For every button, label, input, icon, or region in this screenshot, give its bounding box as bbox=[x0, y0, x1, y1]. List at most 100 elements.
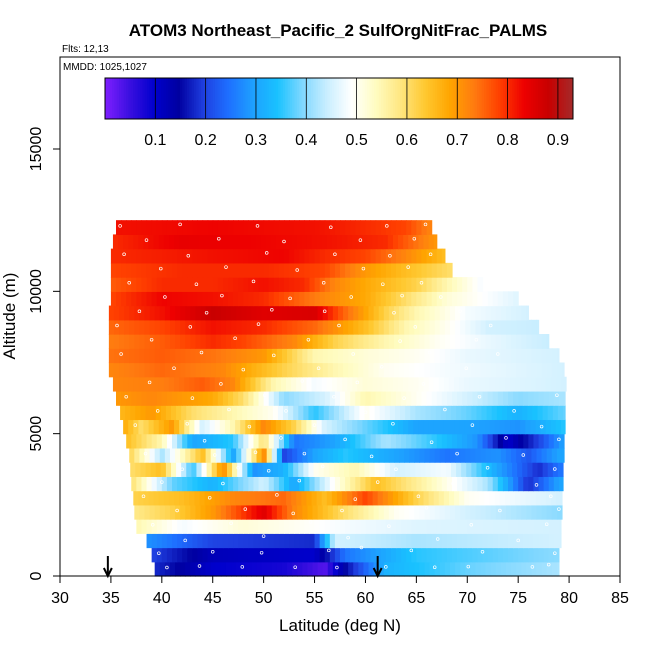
colorbar-segment bbox=[446, 78, 450, 119]
heatmap-cell-21 bbox=[228, 262, 234, 278]
heatmap-cell-21 bbox=[156, 262, 163, 278]
heatmap-cell-0 bbox=[465, 561, 471, 577]
heatmap-cell-8 bbox=[164, 447, 171, 463]
heatmap-cell-4 bbox=[195, 504, 202, 520]
heatmap-cell-22 bbox=[126, 248, 132, 264]
heatmap-cell-13 bbox=[143, 376, 150, 392]
heatmap-cell-16 bbox=[490, 334, 497, 349]
heatmap-cell-20 bbox=[177, 277, 183, 292]
heatmap-cell-11 bbox=[506, 405, 513, 421]
heatmap-cell-22 bbox=[156, 248, 163, 264]
heatmap-cell-9 bbox=[350, 433, 356, 449]
heatmap-cell-5 bbox=[336, 490, 343, 506]
colorbar-segment bbox=[163, 78, 167, 119]
heatmap-cell-9 bbox=[446, 433, 453, 449]
heatmap-cell-8 bbox=[363, 447, 370, 463]
colorbar-segment bbox=[570, 78, 574, 119]
heatmap-cell-5 bbox=[540, 490, 547, 506]
heatmap-cell-15 bbox=[414, 348, 421, 364]
x-tick-label: 35 bbox=[102, 590, 120, 607]
colorbar-segment bbox=[126, 78, 129, 119]
heatmap-cell-22 bbox=[431, 248, 438, 264]
observation-point bbox=[194, 282, 199, 286]
colorbar-segment bbox=[336, 78, 340, 119]
observation-point bbox=[557, 437, 561, 442]
heatmap-cell-24 bbox=[258, 220, 265, 235]
observation-point bbox=[432, 565, 437, 569]
colorbar-segment bbox=[540, 78, 544, 119]
colorbar-segment bbox=[320, 78, 324, 119]
heatmap-cell-7 bbox=[359, 462, 366, 477]
heatmap-cell-6 bbox=[497, 476, 504, 492]
heatmap-cell-18 bbox=[159, 305, 166, 321]
heatmap-cell-0 bbox=[210, 561, 217, 577]
heatmap-cell-10 bbox=[545, 419, 552, 435]
observation-point bbox=[534, 483, 539, 487]
heatmap-cell-9 bbox=[513, 433, 519, 449]
heatmap-cell-15 bbox=[546, 348, 553, 364]
heatmap-cell-11 bbox=[196, 405, 203, 421]
heatmap-cell-12 bbox=[345, 390, 351, 406]
heatmap-cell-20 bbox=[182, 277, 188, 292]
observation-point bbox=[504, 436, 508, 440]
heatmap-cell-9 bbox=[462, 433, 468, 449]
heatmap-cell-9 bbox=[508, 433, 514, 449]
heatmap-cell-5 bbox=[163, 490, 170, 506]
heatmap-cell-6 bbox=[543, 476, 550, 492]
observation-point bbox=[496, 352, 500, 356]
heatmap-cell-19 bbox=[467, 291, 473, 307]
heatmap-cell-7 bbox=[293, 462, 299, 477]
heatmap-cell-1 bbox=[426, 547, 433, 563]
heatmap-cell-16 bbox=[322, 334, 329, 349]
heatmap-cell-2 bbox=[553, 533, 560, 549]
heatmap-cell-14 bbox=[414, 362, 421, 378]
colorbar-segment bbox=[236, 78, 239, 119]
heatmap-cell-22 bbox=[411, 248, 417, 264]
heatmap-cell-22 bbox=[212, 248, 219, 264]
heatmap-cell-18 bbox=[312, 305, 319, 321]
heatmap-cell-17 bbox=[195, 319, 202, 335]
heatmap-cell-12 bbox=[177, 390, 183, 406]
colorbar-segment bbox=[200, 78, 204, 119]
heatmap-cell-0 bbox=[424, 561, 431, 577]
heatmap-cell-5 bbox=[408, 490, 414, 506]
heatmap-cell-21 bbox=[121, 262, 127, 278]
heatmap-cell-14 bbox=[485, 362, 492, 378]
heatmap-cell-14 bbox=[251, 362, 258, 378]
observation-point bbox=[168, 437, 172, 442]
heatmap-cell-12 bbox=[233, 390, 239, 406]
heatmap-cell-19 bbox=[131, 291, 137, 307]
heatmap-cell-23 bbox=[250, 234, 257, 250]
heatmap-cell-0 bbox=[159, 561, 166, 577]
heatmap-cell-15 bbox=[205, 348, 212, 364]
heatmap-cell-7 bbox=[344, 462, 350, 477]
heatmap-cell-22 bbox=[177, 248, 183, 264]
heatmap-cell-15 bbox=[236, 348, 242, 364]
heatmap-cell-8 bbox=[337, 447, 344, 463]
heatmap-cell-16 bbox=[455, 334, 461, 349]
heatmap-cell-20 bbox=[319, 277, 326, 292]
heatmap-cell-5 bbox=[311, 490, 318, 506]
heatmap-cell-12 bbox=[166, 390, 173, 406]
observation-point bbox=[381, 282, 385, 286]
heatmap-cell-6 bbox=[477, 476, 484, 492]
heatmap-cell-24 bbox=[116, 220, 122, 235]
heatmap-cell-2 bbox=[441, 533, 448, 549]
heatmap-cell-24 bbox=[304, 220, 311, 235]
heatmap-cell-3 bbox=[508, 519, 514, 534]
heatmap-cell-10 bbox=[367, 419, 374, 435]
heatmap-cell-18 bbox=[460, 305, 466, 321]
heatmap-cell-12 bbox=[329, 390, 336, 406]
heatmap-cell-20 bbox=[212, 277, 219, 292]
colorbar-segment bbox=[491, 78, 494, 119]
heatmap-cell-7 bbox=[481, 462, 488, 477]
heatmap-cell-19 bbox=[121, 291, 127, 307]
heatmap-cell-9 bbox=[487, 433, 494, 449]
heatmap-cell-16 bbox=[154, 334, 161, 349]
heatmap-cell-22 bbox=[324, 248, 331, 264]
heatmap-cell-13 bbox=[352, 376, 358, 392]
observation-point bbox=[546, 562, 551, 567]
heatmap-cell-1 bbox=[253, 547, 260, 563]
heatmap-cell-24 bbox=[421, 220, 428, 235]
